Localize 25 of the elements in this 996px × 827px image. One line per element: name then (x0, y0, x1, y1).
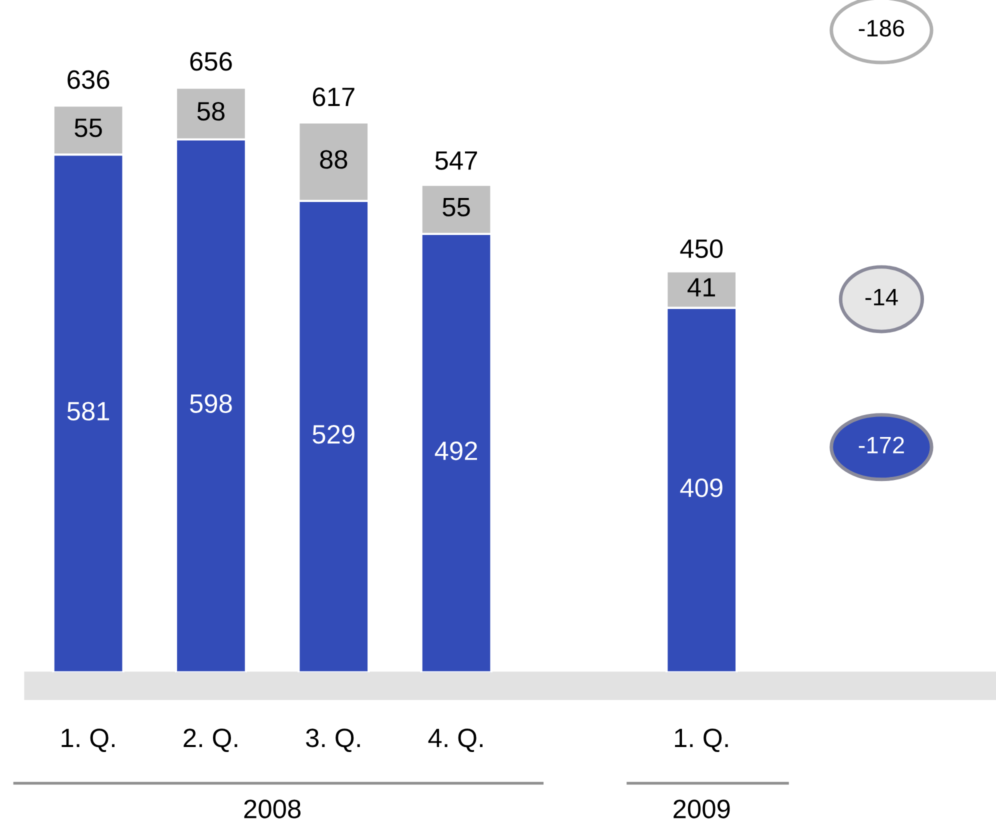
text: -14 (865, 289, 898, 306)
x-tick-label: 4. Q. (428, 728, 482, 752)
data-label: 581 (67, 402, 110, 421)
text: 2009 (674, 800, 730, 818)
x-tick-label: 3. Q. (306, 728, 360, 752)
data-label: 55 (442, 198, 470, 216)
total-label: 450 (680, 239, 723, 258)
data-label: 529 (312, 425, 354, 444)
data-label: 409 (680, 478, 722, 498)
data-label: 88 (320, 150, 348, 169)
x-tick-label: 1. Q. (62, 728, 115, 752)
text: -186 (858, 20, 904, 37)
data-label: 598 (190, 394, 232, 413)
text: 2008 (244, 800, 301, 818)
total-label: 617 (312, 88, 354, 106)
data-label: 55 (74, 118, 102, 138)
x-tick-label: 1. Q. (675, 728, 728, 752)
total-label: 636 (68, 70, 110, 89)
total-label: 656 (190, 52, 232, 71)
data-label: 41 (688, 278, 716, 296)
x-tick-label: 2. Q. (184, 728, 238, 752)
total-label: 547 (435, 151, 477, 170)
data-label: 58 (197, 102, 225, 121)
text: -172 (858, 436, 904, 454)
data-label: 492 (434, 442, 477, 460)
